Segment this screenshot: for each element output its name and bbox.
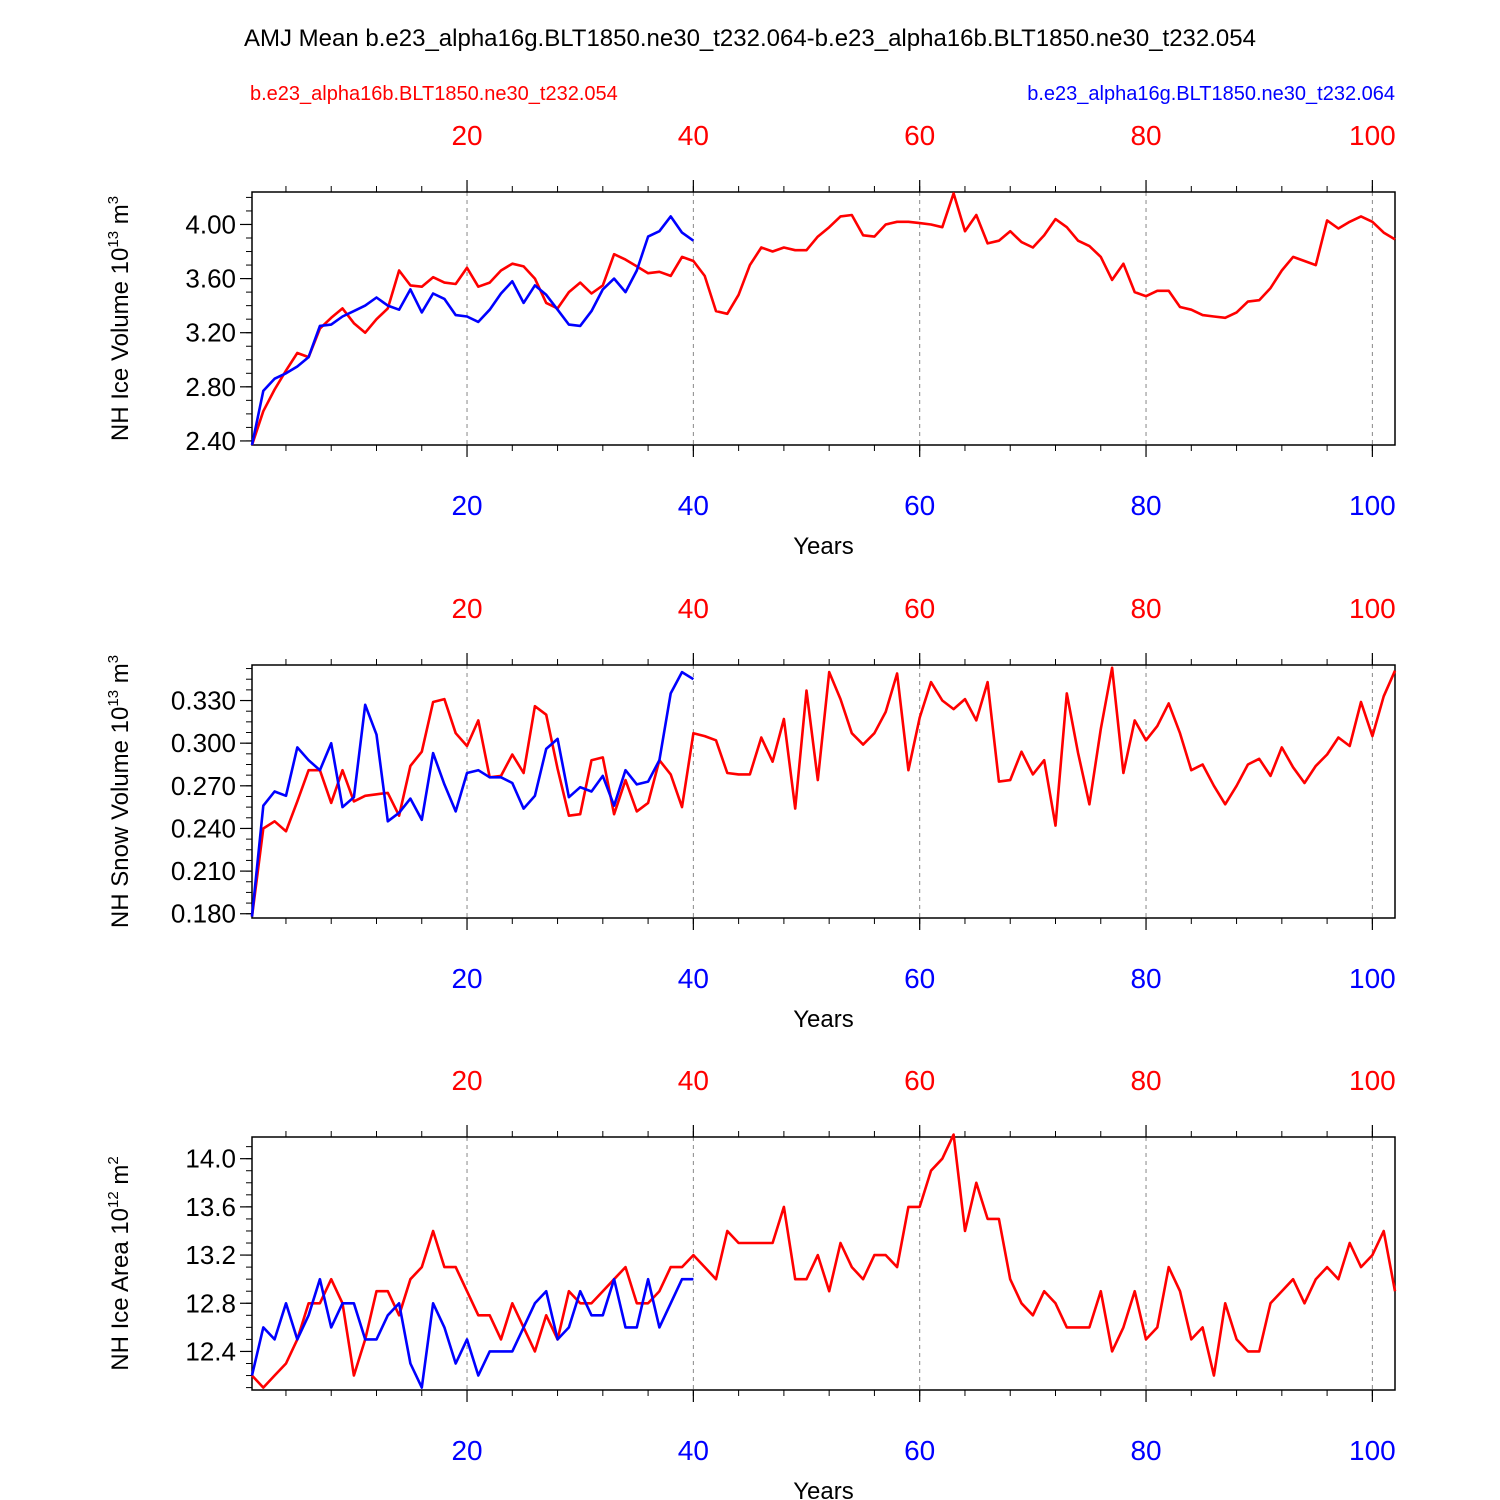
y-tick-label: 13.2 bbox=[185, 1240, 236, 1270]
y-tick-label: 12.4 bbox=[185, 1336, 236, 1366]
y-axis-label: NH Ice Volume 1013 m3 bbox=[105, 196, 134, 441]
y-axis-label-part: 3 bbox=[105, 655, 122, 663]
x-tick-label-top: 80 bbox=[1130, 593, 1161, 624]
x-tick-label-top: 60 bbox=[904, 593, 935, 624]
panel-2: 0.180 0.210 0.240 0.270 0.300 0.330 20 20 40 40 60… bbox=[105, 593, 1397, 1033]
y-tick-label: 0.300 bbox=[171, 728, 236, 758]
x-tick-label-top: 20 bbox=[451, 120, 482, 151]
y-tick-label: 3.60 bbox=[185, 264, 236, 294]
x-tick-label-bottom: 80 bbox=[1130, 1435, 1161, 1466]
x-tick-label-top: 100 bbox=[1349, 1065, 1396, 1096]
plot-frame bbox=[251, 1136, 1396, 1391]
y-tick-label: 0.270 bbox=[171, 771, 236, 801]
y-axis-label: NH Ice Area 1012 m2 bbox=[105, 1156, 134, 1370]
y-axis-label-part: NH Snow Volume 10 bbox=[107, 707, 134, 928]
y-axis-label-part: NH Ice Volume 10 bbox=[107, 248, 134, 441]
panels: 2.402.803.203.604.0020204040606080801001… bbox=[105, 120, 1397, 1500]
x-tick-label-top: 60 bbox=[904, 1065, 935, 1096]
x-tick-label-bottom: 60 bbox=[904, 490, 935, 521]
y-tick-label: 3.20 bbox=[185, 318, 236, 348]
x-tick-label-bottom: 40 bbox=[678, 1435, 709, 1466]
series-line-blue bbox=[250, 670, 695, 917]
y-tick-label: 4.00 bbox=[185, 209, 236, 239]
y-tick-label: 2.80 bbox=[185, 372, 236, 402]
y-axis-label-part: m bbox=[107, 663, 134, 690]
plot-frame bbox=[251, 191, 1396, 446]
x-tick-label-top: 40 bbox=[678, 1065, 709, 1096]
y-axis-label-part: 2 bbox=[105, 1156, 122, 1164]
x-tick-label-top: 20 bbox=[451, 593, 482, 624]
y-tick-label: 12.8 bbox=[185, 1288, 236, 1318]
legend-left-label: b.e23_alpha16b.BLT1850.ne30_t232.054 bbox=[250, 83, 618, 105]
x-tick-label-bottom: 100 bbox=[1349, 1435, 1396, 1466]
x-tick-label-bottom: 100 bbox=[1349, 963, 1396, 994]
y-tick-label: 2.40 bbox=[185, 426, 236, 456]
y-axis-label-part: m bbox=[107, 204, 134, 231]
x-tick-label-top: 20 bbox=[451, 1065, 482, 1096]
series-line-blue bbox=[250, 1277, 694, 1389]
legend-right-label: b.e23_alpha16g.BLT1850.ne30_t232.064 bbox=[1027, 83, 1395, 105]
y-tick-label: 0.240 bbox=[171, 813, 236, 843]
panel-3: 12.4 12.8 13.2 13.6 14.0 20 20 40 40 60 60 80 80 100 1… bbox=[105, 1065, 1397, 1500]
x-tick-label-bottom: 40 bbox=[678, 490, 709, 521]
x-tick-label-bottom: 60 bbox=[904, 1435, 935, 1466]
series-line-red bbox=[250, 192, 1396, 446]
x-tick-label-top: 40 bbox=[678, 593, 709, 624]
plot-frame bbox=[251, 664, 1396, 919]
x-axis-label: Years bbox=[793, 533, 854, 560]
x-axis-label: Years bbox=[793, 1006, 854, 1033]
y-tick-label: 0.210 bbox=[171, 856, 236, 886]
x-tick-label-top: 40 bbox=[678, 120, 709, 151]
x-axis-label: Years bbox=[793, 1478, 854, 1500]
series-line-red bbox=[250, 666, 1397, 917]
y-tick-label: 0.180 bbox=[171, 899, 236, 929]
y-axis-label-part: 13 bbox=[105, 690, 122, 707]
x-tick-label-bottom: 80 bbox=[1130, 490, 1161, 521]
x-tick-label-bottom: 100 bbox=[1349, 490, 1396, 521]
y-tick-label: 0.330 bbox=[171, 686, 236, 716]
x-tick-label-top: 80 bbox=[1130, 120, 1161, 151]
y-tick-label: 13.6 bbox=[185, 1192, 236, 1222]
x-tick-label-bottom: 40 bbox=[678, 963, 709, 994]
y-axis-label-part: 13 bbox=[105, 231, 122, 248]
figure-title: AMJ Mean b.e23_alpha16g.BLT1850.ne30_t23… bbox=[244, 25, 1256, 52]
y-axis-label-part: m bbox=[107, 1165, 134, 1192]
x-tick-label-top: 100 bbox=[1349, 593, 1396, 624]
panel-1: 2.40 2.80 3.20 3.60 4.00 20 20 40 40 60 60 80 80 100 1… bbox=[105, 120, 1396, 560]
x-tick-label-bottom: 80 bbox=[1130, 963, 1161, 994]
series-line-red bbox=[251, 1133, 1397, 1389]
x-tick-label-bottom: 20 bbox=[451, 963, 482, 994]
x-tick-label-bottom: 60 bbox=[904, 963, 935, 994]
y-axis-label: NH Snow Volume 1013 m3 bbox=[105, 655, 134, 928]
x-tick-label-top: 80 bbox=[1130, 1065, 1161, 1096]
y-axis-label-part: 12 bbox=[105, 1191, 122, 1208]
y-axis-label-part: NH Ice Area 10 bbox=[107, 1208, 134, 1371]
y-axis-label-part: 3 bbox=[105, 196, 122, 204]
series-line-blue bbox=[250, 215, 695, 446]
x-tick-label-bottom: 20 bbox=[451, 490, 482, 521]
x-tick-label-bottom: 20 bbox=[451, 1435, 482, 1466]
x-tick-label-top: 100 bbox=[1349, 120, 1396, 151]
y-tick-label: 14.0 bbox=[185, 1144, 236, 1174]
x-tick-label-top: 60 bbox=[904, 120, 935, 151]
